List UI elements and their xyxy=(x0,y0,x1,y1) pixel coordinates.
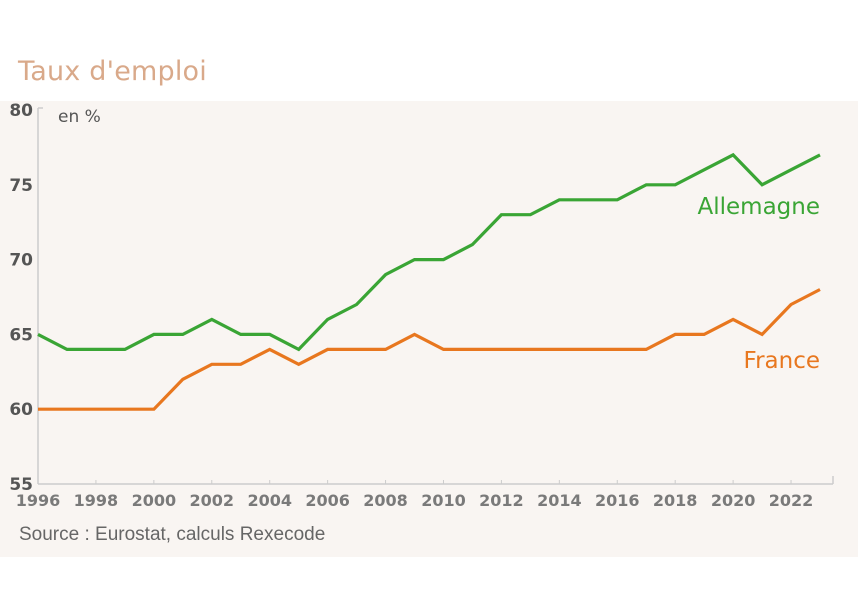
y-tick-label: 80 xyxy=(9,101,33,121)
x-tick-label: 2010 xyxy=(421,491,466,510)
x-tick-label: 2008 xyxy=(363,491,408,510)
x-tick-label: 2022 xyxy=(769,491,814,510)
y-tick-label: 70 xyxy=(9,251,33,271)
y-tick-label: 65 xyxy=(9,325,33,345)
series-line-allemagne xyxy=(37,152,821,352)
x-axis-ticks: 1996 1998 2000 2002 2004 2006 2008 2010 2012 2014… xyxy=(16,480,814,510)
series-line-france xyxy=(38,288,821,411)
unit-label: en % xyxy=(58,107,101,127)
chart-title: Taux d'emploi xyxy=(18,56,207,87)
x-tick-label: 1996 xyxy=(16,491,61,510)
source-note: Source : Eurostat, calculs Rexecode xyxy=(19,524,326,545)
x-tick-label: 2016 xyxy=(595,491,640,510)
x-tick-label: 2018 xyxy=(653,491,698,510)
x-tick-label: 2000 xyxy=(132,491,177,510)
series-label-france: France xyxy=(744,348,820,374)
axes xyxy=(37,107,834,485)
x-tick-label: 1998 xyxy=(74,491,119,510)
x-tick-label: 2004 xyxy=(247,491,292,510)
x-tick-label: 2012 xyxy=(479,491,524,510)
y-tick-label: 55 xyxy=(9,475,33,495)
x-tick-label: 2020 xyxy=(711,491,756,510)
x-tick-label: 2002 xyxy=(190,491,235,510)
x-tick-label: 2014 xyxy=(537,491,582,510)
series-label-allemagne: Allemagne xyxy=(698,194,821,220)
y-tick-label: 60 xyxy=(9,400,33,420)
y-axis-ticks: 55 60 65 70 75 80 xyxy=(9,101,33,495)
series-lines xyxy=(37,152,821,411)
y-tick-label: 75 xyxy=(9,176,33,196)
x-tick-label: 2006 xyxy=(305,491,350,510)
